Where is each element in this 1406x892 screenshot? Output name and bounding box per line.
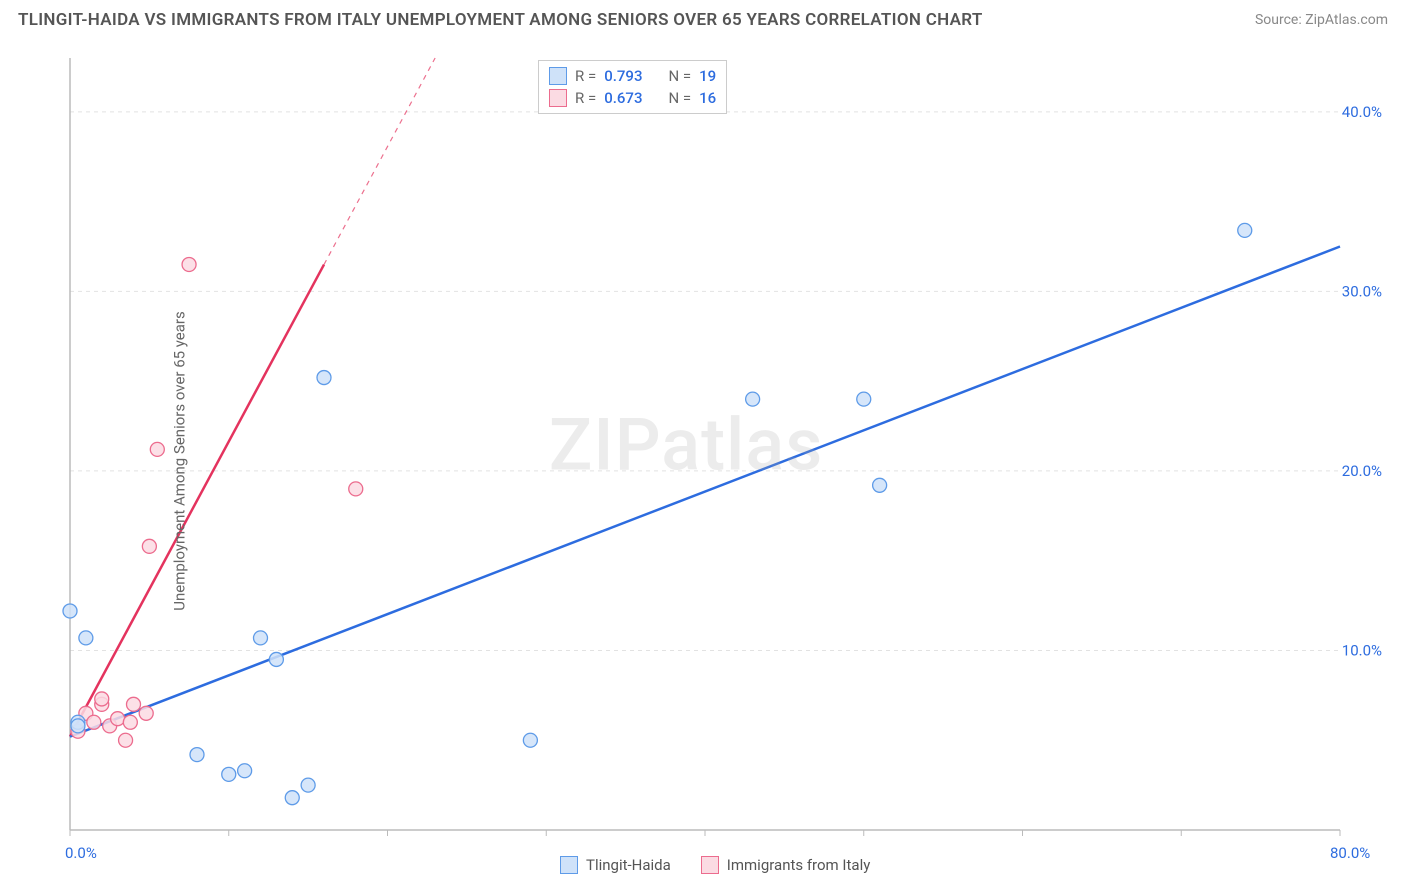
svg-text:20.0%: 20.0% xyxy=(1342,462,1382,480)
svg-text:10.0%: 10.0% xyxy=(1342,641,1382,659)
x-axis-max-label: 80.0% xyxy=(1330,844,1370,862)
legend-bottom: Tlingit-Haida Immigrants from Italy xyxy=(560,856,870,874)
y-axis-label: Unemployment Among Seniors over 65 years xyxy=(171,311,189,610)
legend-item-blue: Tlingit-Haida xyxy=(560,856,671,874)
svg-text:30.0%: 30.0% xyxy=(1342,282,1382,300)
legend-item-pink: Immigrants from Italy xyxy=(701,856,871,874)
x-axis-min-label: 0.0% xyxy=(65,844,97,862)
chart-title: TLINGIT-HAIDA VS IMMIGRANTS FROM ITALY U… xyxy=(18,10,983,30)
chart-area: Unemployment Among Seniors over 65 years… xyxy=(40,50,1386,872)
svg-text:40.0%: 40.0% xyxy=(1342,103,1382,121)
swatch-pink-icon xyxy=(701,856,719,874)
source-label: Source: ZipAtlas.com xyxy=(1255,12,1388,28)
scatter-plot-svg: 10.0% 20.0% 30.0% 40.0% xyxy=(40,50,1386,872)
swatch-blue-icon xyxy=(560,856,578,874)
